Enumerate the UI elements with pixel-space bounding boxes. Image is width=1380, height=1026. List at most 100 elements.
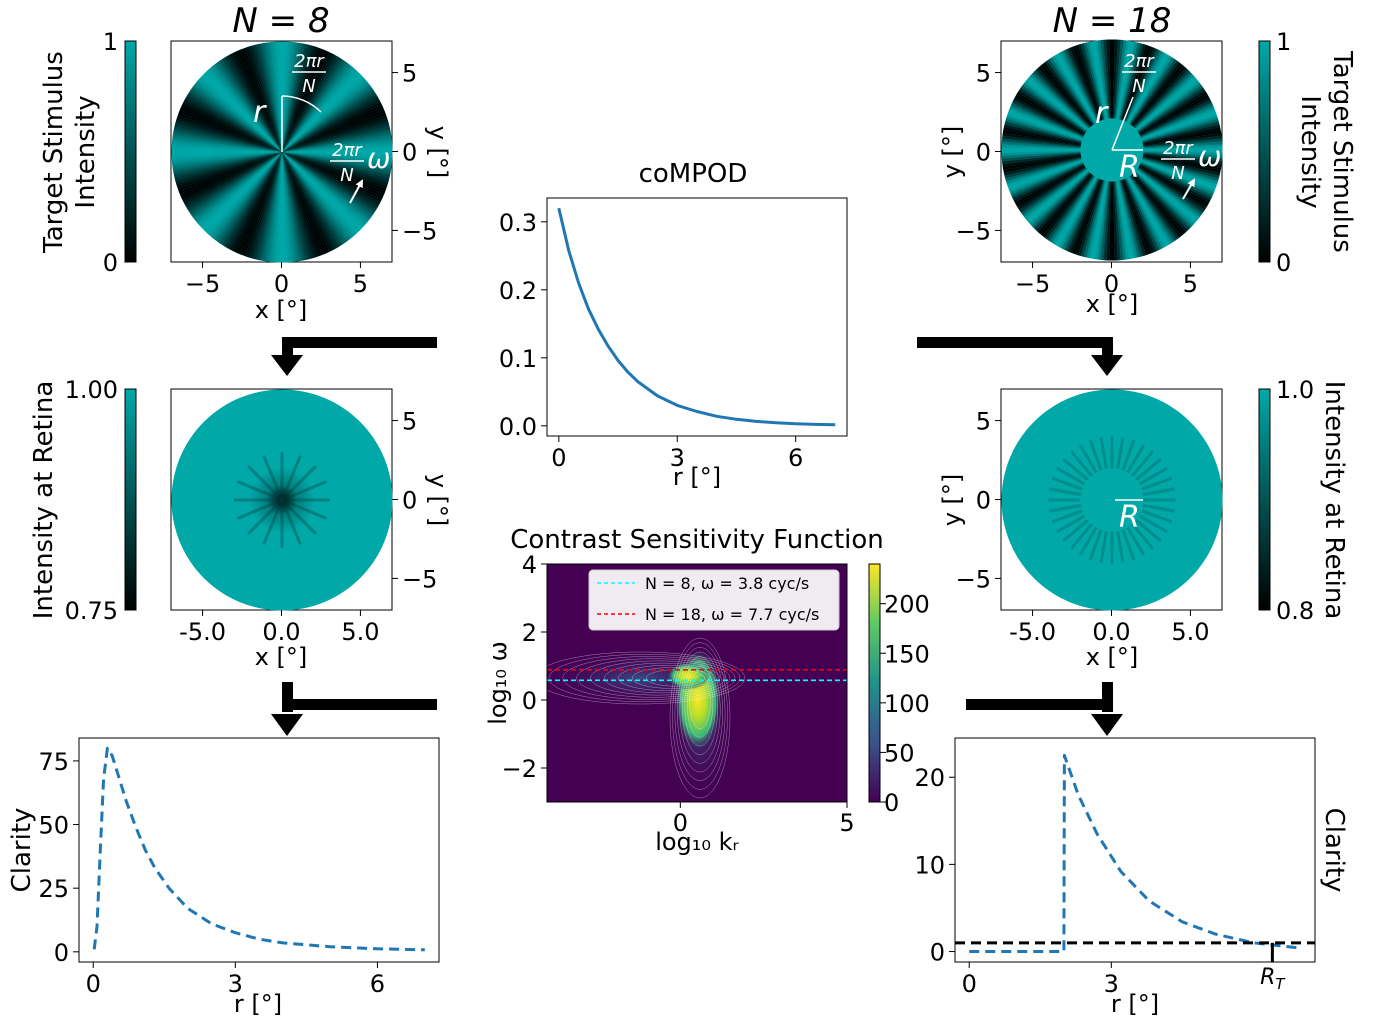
stim18-cb-label-1: Target Stimulus	[1327, 50, 1357, 253]
series-line	[92, 746, 425, 952]
disc-wedge	[282, 152, 390, 181]
x-tick-label: 0	[962, 970, 977, 998]
disc-wedge	[247, 152, 282, 258]
retina-spoke	[1051, 476, 1083, 491]
cb-tick-label: 100	[884, 690, 930, 718]
disc-wedge	[229, 152, 282, 251]
disc-wedge	[282, 152, 308, 261]
disc-wedge	[194, 82, 282, 152]
retina-spoke	[1142, 487, 1175, 496]
csf-contour	[681, 661, 719, 755]
disc-wedge	[282, 152, 356, 237]
arrow-mid-left	[271, 682, 437, 736]
disc-wedge	[282, 152, 294, 263]
retina-spoke	[1078, 526, 1098, 556]
disc-wedge	[174, 123, 282, 152]
disc-wedge	[176, 115, 282, 152]
retina-spoke	[280, 464, 318, 502]
RT-label: RT	[1260, 965, 1286, 993]
x-tick-label: 0.0	[1092, 618, 1130, 646]
stim8-arc-den: N	[302, 76, 315, 97]
disc-wedge	[171, 143, 282, 152]
disc-wedge	[196, 80, 282, 152]
y-tick-label: 5	[976, 408, 991, 436]
csf-legend-label-0: N = 8, ω = 3.8 cyc/s	[645, 574, 809, 593]
y-tick-label: −5	[402, 217, 437, 245]
disc-wedge	[177, 152, 282, 192]
disc-wedge	[231, 152, 282, 252]
retina-disc	[171, 389, 393, 611]
clar8-plot-frame	[78, 737, 440, 963]
disc-wedge	[174, 152, 282, 181]
compod-panel: coMPOD 0 3 6 0.3 0.2 0.1 0.0 r [°]	[499, 159, 848, 491]
disc-wedge	[273, 41, 282, 152]
stim18-omega-num: 2πr	[1163, 138, 1194, 159]
disc-wedge	[221, 57, 282, 152]
disc-wedge	[171, 152, 282, 164]
compod-plot-frame	[546, 197, 848, 437]
disc-wedge	[182, 101, 282, 152]
disc-wedge	[282, 152, 352, 240]
csf-contour	[548, 653, 741, 703]
disc-wedge	[194, 152, 282, 222]
disc-wedge	[282, 152, 305, 261]
x-tick-label: 3	[1104, 970, 1119, 998]
disc-wedge	[282, 129, 391, 152]
csf-contour	[534, 651, 746, 705]
retina-spoke	[1051, 509, 1083, 524]
retina-spoke	[281, 480, 327, 502]
disc-wedge	[282, 152, 343, 247]
disc-wedge	[219, 152, 282, 245]
retina-spoke	[237, 498, 283, 520]
ret8-cb-tick-bottom: 0.75	[65, 597, 118, 625]
stim8-omega-den: N	[340, 165, 353, 186]
x-tick-label: -5.0	[1009, 618, 1056, 646]
y-tick-label: 0	[54, 939, 69, 967]
ret8-cb-label: Intensity at Retina	[29, 381, 59, 620]
stim8-r-label: r	[253, 95, 267, 130]
disc-wedge	[264, 42, 282, 152]
x-tick-label: 6	[370, 970, 385, 998]
disc-wedge	[181, 152, 282, 200]
stim18-disc	[1001, 39, 1223, 261]
retina-spoke	[1069, 523, 1093, 550]
stim8-panel: N = 8 −5 0 5 5 0 −5 x [°] y [°] r 2πr N 2πr N…	[39, 1, 452, 324]
disc-wedge	[179, 107, 282, 152]
disc-wedge	[214, 152, 282, 242]
stim18-R-label: R	[1119, 150, 1140, 185]
ret18-disc	[1001, 389, 1223, 611]
stim18-omega-den: N	[1171, 163, 1184, 184]
stim18-cb-label-2: Intensity	[1295, 95, 1325, 208]
retina-spoke	[246, 498, 284, 536]
retina-spoke	[1135, 519, 1162, 543]
retina-spoke	[1062, 519, 1089, 543]
csf-contour	[618, 665, 716, 691]
csf-legend: N = 8, ω = 3.8 cyc/s N = 18, ω = 7.7 cyc…	[588, 569, 840, 631]
csf-contour	[674, 647, 726, 781]
disc-wedge	[234, 152, 282, 253]
y-tick-label: 0	[976, 487, 991, 515]
disc-wedge	[282, 109, 386, 152]
disc-wedge	[231, 52, 282, 152]
disc-wedge	[253, 152, 282, 260]
disc-wedge	[242, 47, 282, 152]
disc-wedge	[282, 152, 327, 255]
ret8-disc	[171, 389, 393, 611]
disc-wedge	[197, 152, 282, 226]
stim18-ticks: −5 0 5 5 0 −5	[956, 60, 1198, 298]
x-tick-label: 0	[551, 444, 566, 472]
csf-contour	[604, 662, 721, 694]
stim8-arc	[281, 95, 322, 113]
disc-wedge	[270, 152, 282, 263]
disc-wedge	[192, 152, 282, 220]
stim8-ylabel: y [°]	[424, 126, 452, 179]
retina-spoke	[1131, 450, 1155, 477]
retina-spoke	[1056, 514, 1086, 534]
disc-wedge	[245, 152, 282, 258]
disc-wedge	[183, 152, 282, 205]
csf-contour	[576, 658, 731, 698]
disc-wedge	[197, 78, 282, 152]
disc-wedge	[189, 152, 282, 215]
disc-wedge	[282, 101, 382, 152]
clar18-ylabel: Clarity	[1319, 808, 1349, 893]
